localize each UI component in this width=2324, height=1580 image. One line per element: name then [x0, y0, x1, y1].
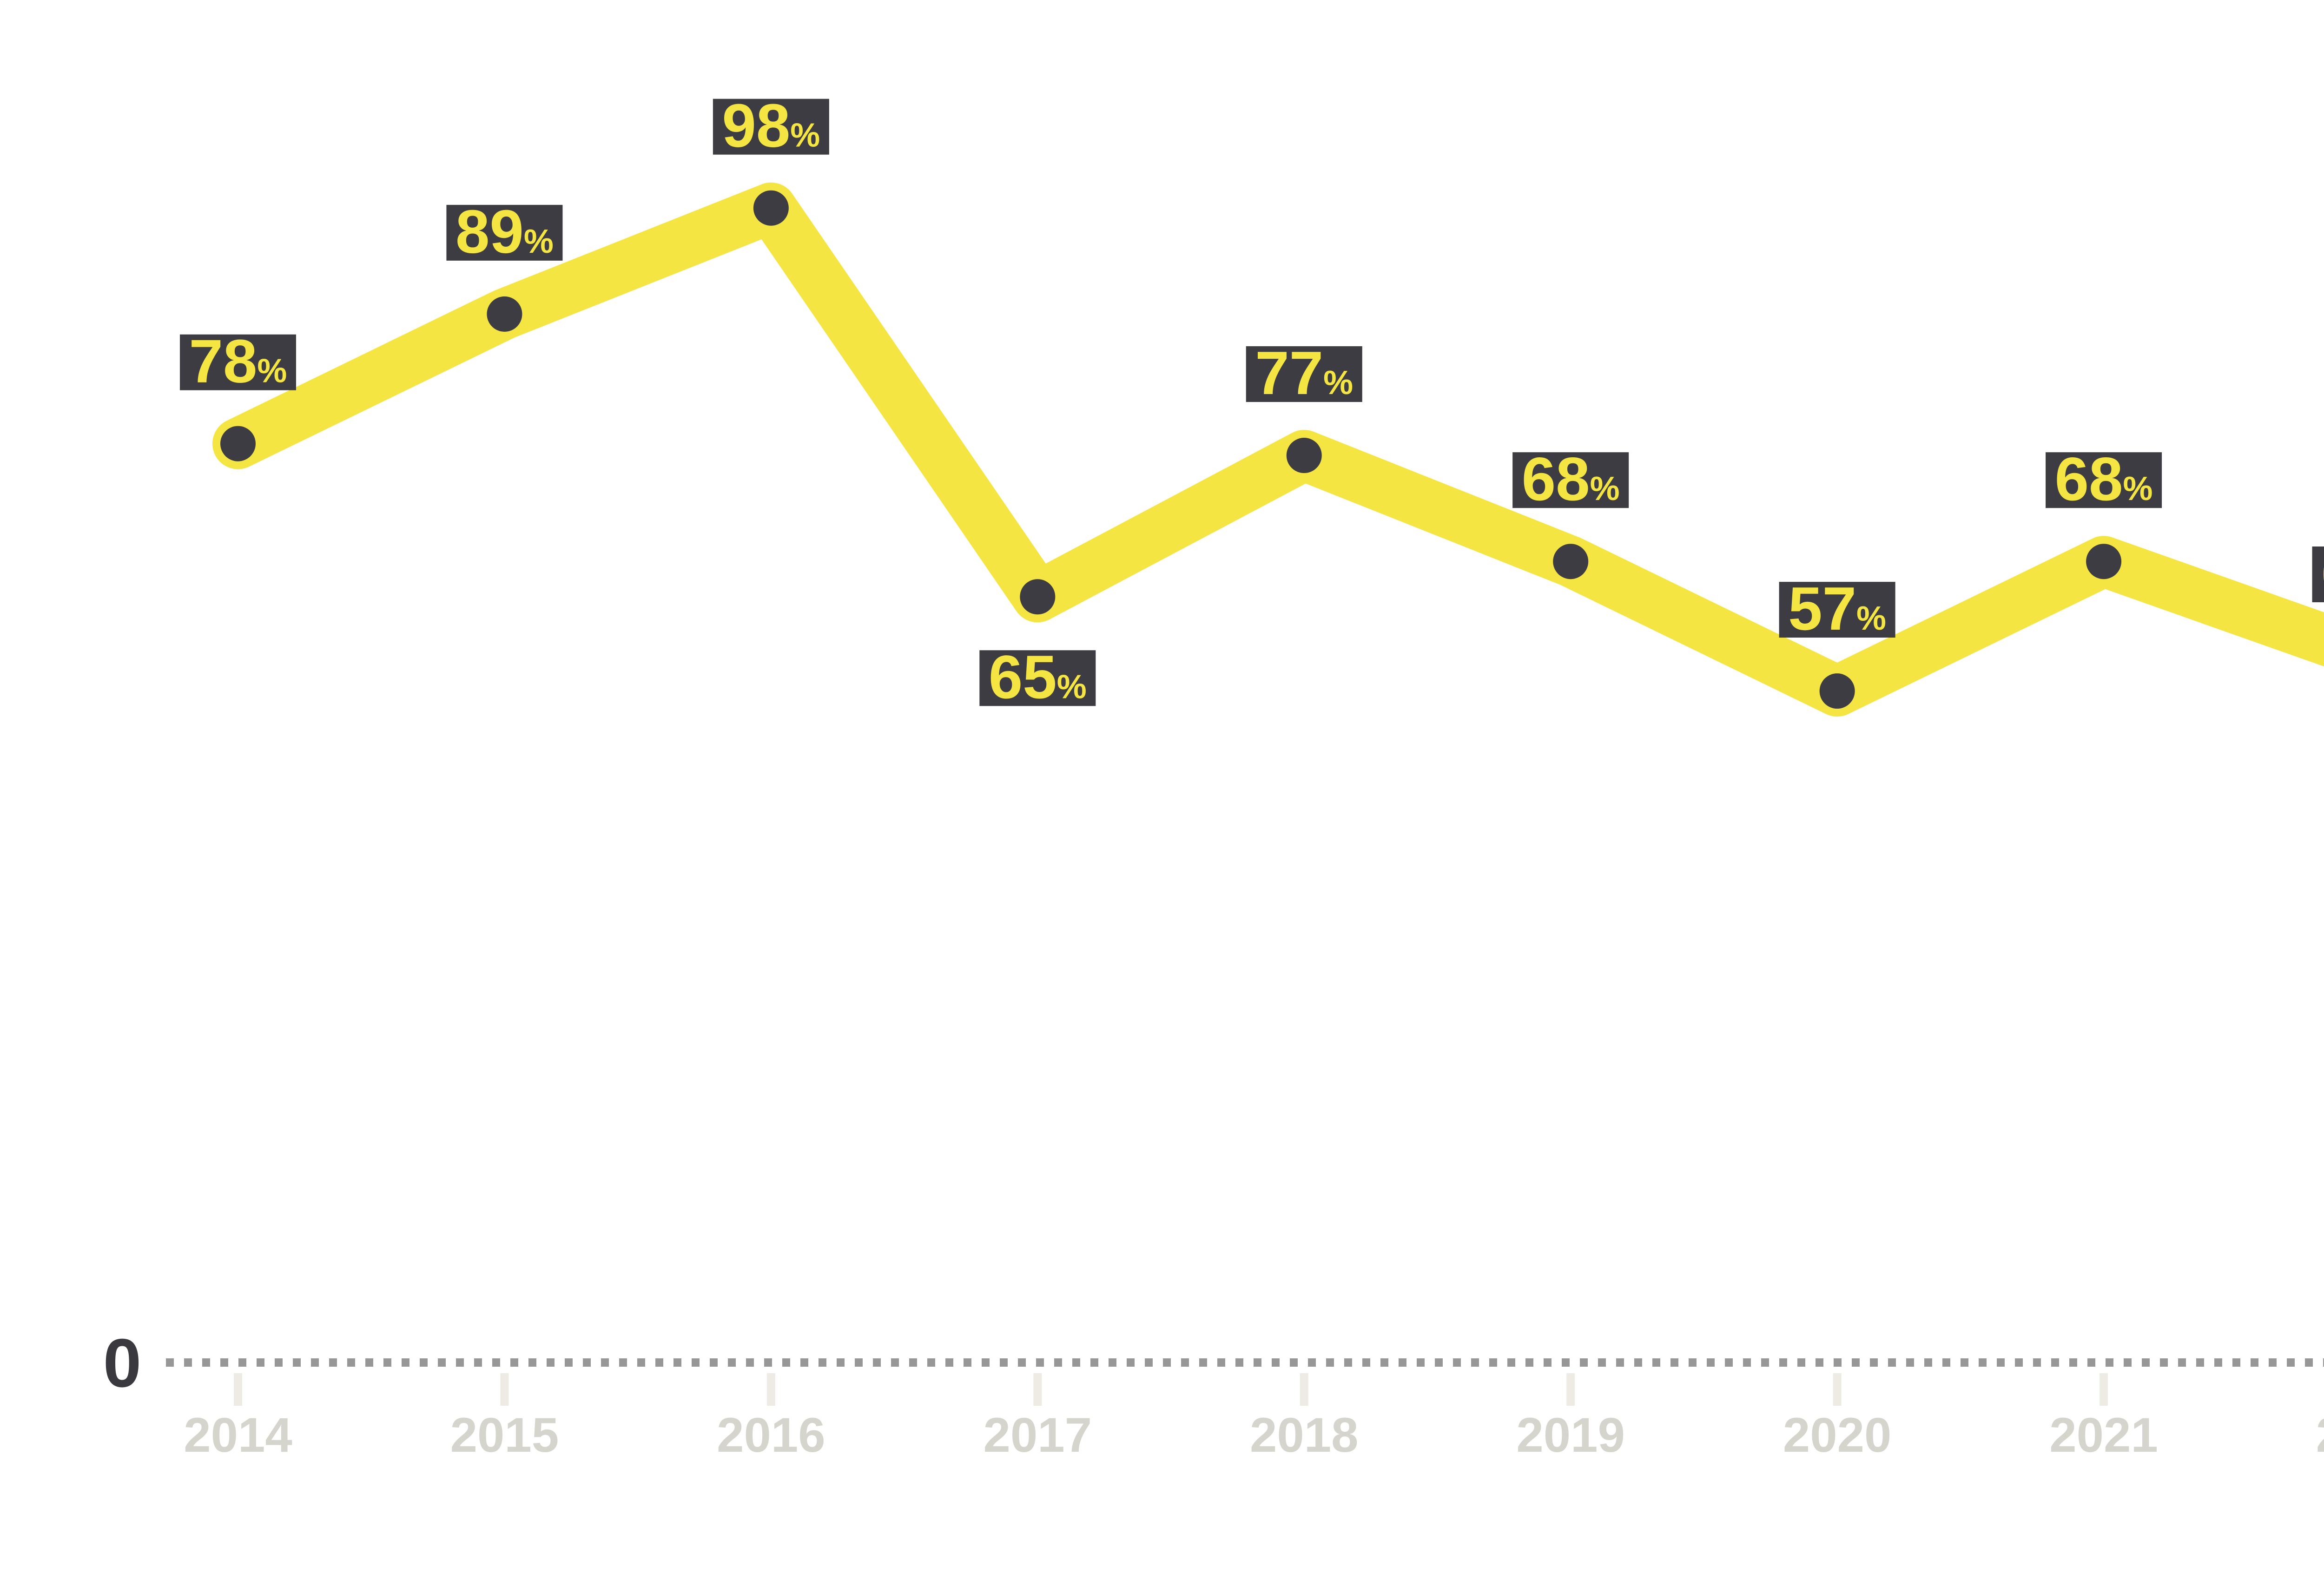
- y-axis-zero-label: 0: [103, 1325, 141, 1402]
- value-label-2021: 68%: [2055, 445, 2153, 513]
- x-tick-2018: [1300, 1373, 1308, 1406]
- value-label-2016: 98%: [722, 92, 820, 160]
- value-label-box-2017: [979, 650, 1096, 706]
- x-tick-2021: [2100, 1373, 2108, 1406]
- value-label-2017: 65%: [989, 643, 1087, 711]
- x-tick-2017: [1033, 1373, 1042, 1406]
- value-label-box-2020: [1779, 582, 1895, 638]
- data-point-2015: [487, 296, 522, 332]
- x-label-2014: 2014: [184, 1408, 292, 1462]
- value-label-box-2014: [180, 334, 296, 390]
- value-label-box-2022: [2312, 546, 2324, 602]
- value-label-2019: 68%: [1522, 445, 1620, 513]
- data-point-2020: [1819, 673, 1855, 709]
- x-label-2019: 2019: [1516, 1408, 1625, 1462]
- data-point-2021: [2086, 544, 2122, 579]
- x-label-2022: 2022: [2316, 1408, 2324, 1462]
- value-label-2015: 89%: [456, 198, 554, 266]
- value-label-number: 57: [1788, 574, 1856, 643]
- value-label-percent-sign: %: [524, 223, 554, 260]
- x-label-2020: 2020: [1783, 1408, 1892, 1462]
- value-label-2018: 77%: [1255, 339, 1353, 407]
- value-label-number: 65: [989, 643, 1057, 711]
- value-label-number: 77: [1255, 339, 1323, 407]
- series-line: [212, 182, 2324, 717]
- value-label-number: 98: [722, 92, 790, 160]
- x-label-2015: 2015: [450, 1408, 559, 1462]
- value-label-percent-sign: %: [2123, 470, 2152, 507]
- value-label-2014: 78%: [189, 327, 287, 395]
- x-tick-2020: [1833, 1373, 1842, 1406]
- data-point-2017: [1020, 579, 1056, 615]
- value-label-percent-sign: %: [790, 117, 820, 154]
- value-label-percent-sign: %: [1323, 364, 1353, 402]
- value-label-box-2019: [1512, 452, 1629, 508]
- value-label-number: 68: [1522, 445, 1590, 513]
- x-label-2018: 2018: [1250, 1408, 1359, 1462]
- value-label-number: 89: [456, 198, 524, 266]
- x-tick-2019: [1566, 1373, 1575, 1406]
- value-label-2020: 57%: [1788, 574, 1886, 643]
- data-point-2014: [220, 426, 256, 461]
- x-label-2017: 2017: [984, 1408, 1092, 1462]
- x-label-2016: 2016: [717, 1408, 825, 1462]
- x-tick-2015: [500, 1373, 509, 1406]
- data-point-2016: [753, 190, 789, 226]
- value-label-number: 68: [2055, 445, 2123, 513]
- value-label-percent-sign: %: [1057, 668, 1087, 705]
- value-label-box-2015: [446, 204, 563, 261]
- x-tick-2016: [766, 1373, 775, 1406]
- data-point-2018: [1286, 438, 1322, 474]
- value-label-box-2016: [713, 99, 829, 155]
- value-label-box-2018: [1246, 346, 1362, 402]
- value-label-percent-sign: %: [1590, 470, 1620, 507]
- value-label-percent-sign: %: [257, 353, 287, 390]
- data-point-2019: [1553, 544, 1589, 579]
- x-label-2021: 2021: [2049, 1408, 2158, 1462]
- x-tick-2014: [234, 1373, 242, 1406]
- value-label-number: 78: [189, 327, 257, 395]
- value-label-box-2021: [2046, 452, 2162, 508]
- value-label-number: 60: [2321, 539, 2324, 607]
- value-label-2022: 60%: [2321, 539, 2324, 607]
- value-label-percent-sign: %: [1856, 600, 1886, 637]
